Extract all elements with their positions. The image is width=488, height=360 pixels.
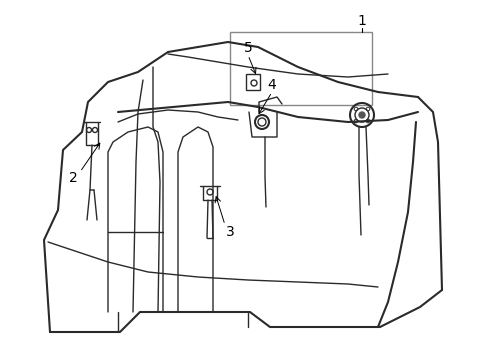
Text: 2: 2 [68,171,77,185]
Bar [245,74,260,90]
Circle shape [358,112,364,118]
Bar [229,32,371,105]
Text: 3: 3 [225,225,234,239]
Text: 4: 4 [267,78,276,92]
Text: 1: 1 [357,14,366,28]
Text: 5: 5 [243,41,252,55]
